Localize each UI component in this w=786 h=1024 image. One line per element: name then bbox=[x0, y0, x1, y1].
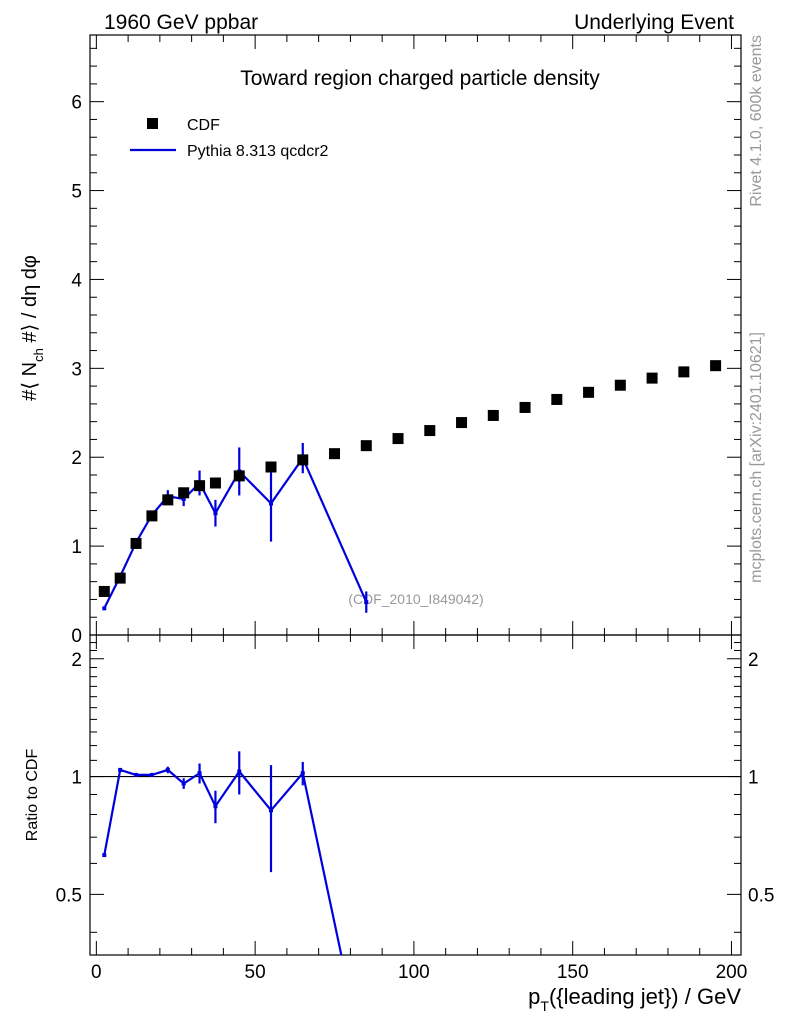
cdf-point bbox=[130, 537, 142, 549]
cdf-point bbox=[98, 585, 110, 597]
cdf-point bbox=[162, 494, 174, 506]
main-y-tick-label: 4 bbox=[71, 270, 82, 291]
ratio-mc-point bbox=[197, 771, 202, 776]
main-y-axis-label: #⟨ Nch #⟩ / dη dφ bbox=[19, 255, 46, 401]
cdf-series bbox=[98, 360, 722, 597]
ratio-mc-point bbox=[269, 808, 274, 813]
ratio-y-tick-label-right: 0.5 bbox=[748, 885, 774, 906]
cdf-point bbox=[646, 372, 658, 384]
cdf-point bbox=[233, 470, 245, 482]
cdf-point bbox=[583, 386, 595, 398]
ratio-y-tick-label-right: 1 bbox=[748, 768, 759, 789]
ratio-panel: 0.5 0.5 1 1 2 2 0 50 100 150 200 Ratio to CDF bbox=[24, 634, 774, 983]
ratio-mc-point bbox=[134, 772, 139, 777]
cdf-point bbox=[329, 448, 341, 460]
mc-point bbox=[102, 606, 107, 611]
ratio-y-tick-label: 0.5 bbox=[56, 885, 82, 906]
main-title: Toward region charged particle density bbox=[240, 67, 600, 90]
main-y-tick-label: 6 bbox=[71, 93, 82, 114]
ratio-frame bbox=[89, 634, 742, 956]
x-tick-label: 50 bbox=[245, 962, 266, 983]
main-x-ticks bbox=[95, 35, 732, 635]
x-tick-label: 200 bbox=[716, 962, 748, 983]
main-y-axis-label-text: #⟨ Nch #⟩ / dη dφ bbox=[19, 255, 46, 401]
mc-series bbox=[102, 443, 369, 613]
ratio-y-ticks: 0.5 0.5 1 1 2 2 bbox=[56, 642, 774, 933]
x-tick-label: 0 bbox=[91, 962, 102, 983]
cdf-point bbox=[456, 417, 468, 429]
x-tick-label: 100 bbox=[398, 962, 430, 983]
legend-mc-label: Pythia 8.313 qcdcr2 bbox=[187, 143, 329, 160]
ratio-mc-point bbox=[300, 771, 305, 776]
mc-point bbox=[181, 497, 186, 501]
ratio-mc-point bbox=[181, 781, 186, 786]
ratio-y-tick-label: 2 bbox=[71, 650, 82, 671]
mc-point bbox=[364, 600, 369, 605]
main-y-tick-label: 0 bbox=[71, 626, 82, 647]
cdf-point bbox=[424, 425, 436, 437]
x-axis-label: pT({leading jet}) / GeV bbox=[528, 984, 741, 1014]
ratio-y-tick-label-right: 2 bbox=[748, 650, 759, 671]
cdf-point bbox=[297, 454, 309, 466]
cdf-point bbox=[392, 433, 404, 445]
ratio-mc-point bbox=[149, 772, 154, 777]
main-y-tick-label: 1 bbox=[71, 537, 82, 558]
legend-cdf-label: CDF bbox=[187, 117, 220, 134]
main-y-tick-label: 2 bbox=[71, 448, 82, 469]
cdf-point bbox=[209, 477, 221, 489]
ratio-mc-point bbox=[237, 769, 242, 774]
ratio-x-ticks: 0 50 100 150 200 bbox=[91, 635, 747, 983]
mcplots-label: mcplots.cern.ch [arXiv:2401.10621] bbox=[748, 332, 765, 583]
cdf-point bbox=[194, 480, 206, 492]
mc-point bbox=[269, 501, 274, 506]
watermark: (CDF_2010_I849042) bbox=[348, 591, 483, 607]
main-y-ticks: 0 1 2 3 4 5 6 bbox=[71, 47, 741, 647]
header-left: 1960 GeV ppbar bbox=[104, 11, 258, 34]
cdf-point bbox=[519, 401, 531, 413]
ratio-mc-line bbox=[103, 768, 343, 955]
cdf-point bbox=[551, 393, 563, 405]
ratio-mc-point bbox=[213, 804, 218, 809]
ratio-mc-series bbox=[102, 751, 343, 955]
ratio-y-tick-label: 1 bbox=[71, 768, 82, 789]
ratio-mc-point bbox=[102, 853, 107, 858]
main-y-tick-label: 5 bbox=[71, 182, 82, 203]
ratio-mc-point bbox=[165, 767, 170, 772]
mc-point bbox=[213, 511, 218, 516]
cdf-point bbox=[487, 409, 499, 421]
cdf-point bbox=[710, 360, 722, 372]
legend: CDF Pythia 8.313 qcdcr2 bbox=[130, 117, 329, 160]
main-y-tick-label: 3 bbox=[71, 359, 82, 380]
cdf-point bbox=[614, 379, 626, 391]
cdf-point bbox=[265, 461, 277, 473]
ratio-mc-point bbox=[118, 767, 123, 772]
cdf-point bbox=[360, 440, 372, 452]
header-right: Underlying Event bbox=[574, 11, 734, 34]
main-panel: 0 1 2 3 4 5 6 Toward region charged particle d… bbox=[19, 34, 742, 647]
x-tick-label: 150 bbox=[557, 962, 589, 983]
cdf-point bbox=[114, 572, 126, 584]
cdf-point bbox=[146, 510, 158, 522]
cdf-point bbox=[678, 366, 690, 378]
cdf-point bbox=[178, 487, 190, 499]
ratio-y-axis-label: Ratio to CDF bbox=[24, 749, 41, 842]
legend-cdf-marker bbox=[147, 118, 158, 129]
rivet-label: Rivet 4.1.0, 600k events bbox=[748, 35, 765, 207]
